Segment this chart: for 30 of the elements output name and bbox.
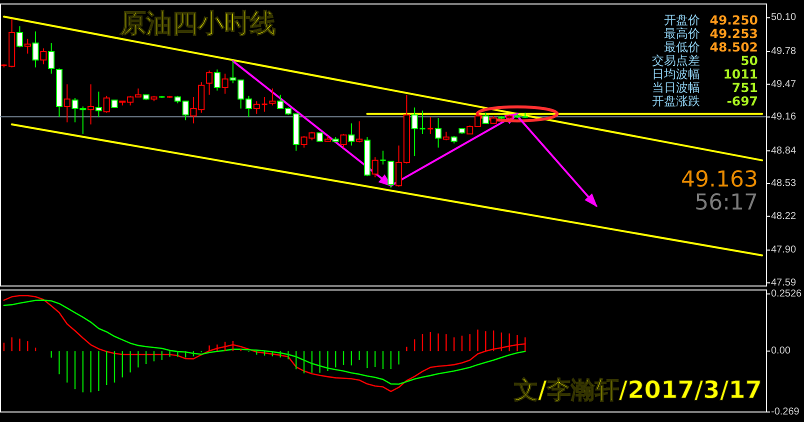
annotation: 当日波幅: [652, 80, 700, 94]
annotation: 50: [740, 53, 758, 68]
y-tick-label: 47.90: [771, 244, 796, 256]
annotation: 开盘价: [664, 13, 700, 27]
y-tick-label: 48.84: [771, 145, 796, 156]
annotation: 开盘涨跌: [652, 94, 700, 108]
annotation: -697: [726, 94, 758, 108]
annotation: 56:17: [694, 190, 758, 216]
annotation: 48.502: [710, 40, 758, 54]
y-tick-label: 49.16: [771, 112, 796, 123]
y-tick-label: 49.47: [771, 78, 796, 90]
annotation: 最低价: [664, 40, 700, 54]
annotation: 49.253: [710, 26, 758, 41]
annotation: 日均波幅: [652, 67, 700, 81]
y-tick-label: -0.269: [771, 406, 800, 418]
y-tick-label: 0.00: [771, 346, 791, 357]
y-tick-label: 47.59: [771, 277, 796, 288]
annotation: 49.250: [710, 12, 758, 28]
annotation: 交易点差: [652, 54, 700, 68]
annotation: 1011: [723, 66, 758, 82]
y-tick-label: 48.22: [771, 210, 796, 222]
annotation: 文/李瀚轩/2017/3/17: [514, 376, 762, 404]
chart-title: 原油四小时线: [119, 9, 276, 39]
annotation: 最高价: [664, 26, 700, 40]
y-tick-label: 48.53: [771, 178, 796, 190]
annotation: 751: [732, 80, 758, 95]
y-tick-label: 50.10: [771, 12, 796, 24]
annotation: 49.163: [681, 168, 758, 192]
y-tick-label: 49.78: [771, 46, 796, 58]
y-tick-label: 0.2526: [771, 288, 802, 300]
